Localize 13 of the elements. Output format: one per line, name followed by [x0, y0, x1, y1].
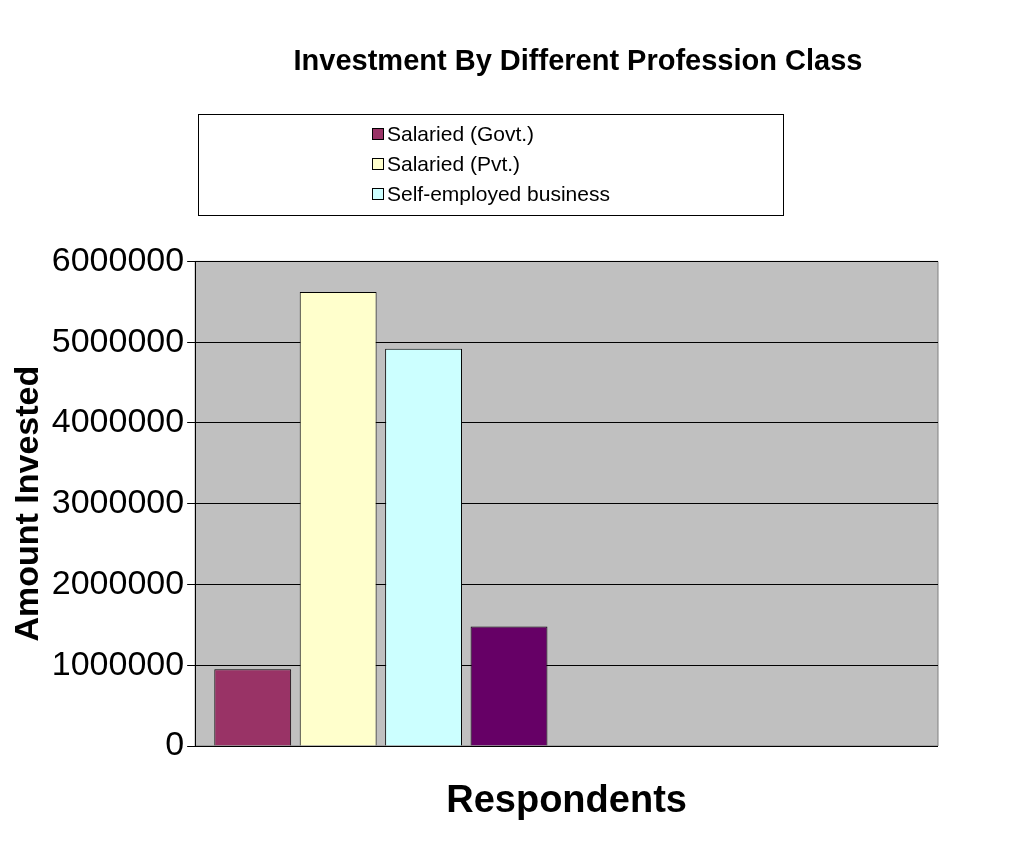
y-tick-label: 6000000 — [51, 239, 185, 278]
x-axis-title: Respondents — [446, 777, 687, 820]
legend-label: Salaried (Govt.) — [387, 121, 535, 147]
y-tick-label: 0 — [165, 724, 185, 763]
y-tick-label: 5000000 — [51, 320, 185, 359]
y-tick-label: 2000000 — [51, 562, 185, 601]
legend-label: Self-employed business — [387, 181, 610, 207]
y-tick-label: 4000000 — [51, 401, 185, 440]
y-tick-label: 1000000 — [51, 643, 185, 682]
legend-label: Salaried (Pvt.) — [387, 151, 521, 177]
y-tick-label: 3000000 — [51, 482, 185, 521]
y-axis-title: Amount Invested — [6, 365, 45, 642]
chart-title: Investment By Different Profession Class — [292, 43, 864, 78]
